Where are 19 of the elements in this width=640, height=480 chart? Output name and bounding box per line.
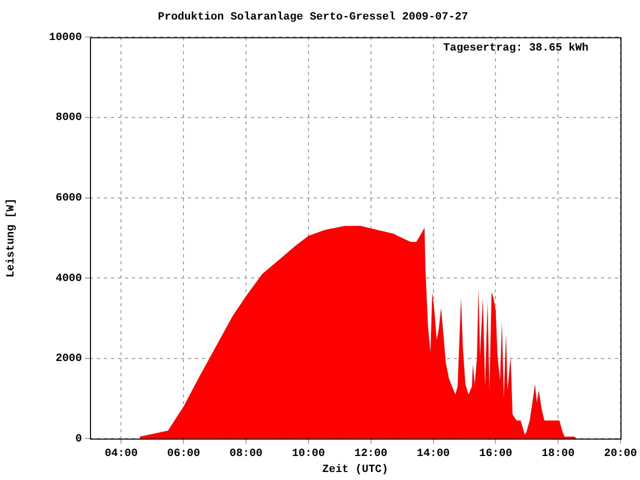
- x-tick-label: 14:00: [416, 448, 450, 460]
- x-tick-label: 10:00: [292, 448, 325, 460]
- x-tick-label: 08:00: [230, 448, 263, 460]
- chart-title: Produktion Solaranlage Serto-Gressel 2009-07-27: [158, 11, 468, 24]
- x-tick-label: 06:00: [167, 448, 200, 460]
- x-tick-label: 20:00: [604, 448, 638, 460]
- y-axis-title: Leistung [W]: [5, 198, 18, 278]
- x-tick-label: 04:00: [104, 448, 138, 460]
- x-axis-title: Zeit (UTC): [322, 464, 388, 476]
- x-tick-label: 12:00: [354, 448, 388, 460]
- y-tick-label: 4000: [56, 272, 82, 285]
- x-tick-label: 16:00: [479, 448, 512, 460]
- y-tick-label: 0: [75, 433, 82, 446]
- y-tick-label: 2000: [56, 353, 82, 366]
- x-tick-label: 18:00: [542, 448, 575, 460]
- y-tick-label: 8000: [56, 112, 82, 124]
- annotation: Tagesertrag: 38.65 kWh: [443, 42, 588, 54]
- y-tick-label: 6000: [56, 192, 82, 205]
- y-tick-label: 10000: [48, 32, 82, 44]
